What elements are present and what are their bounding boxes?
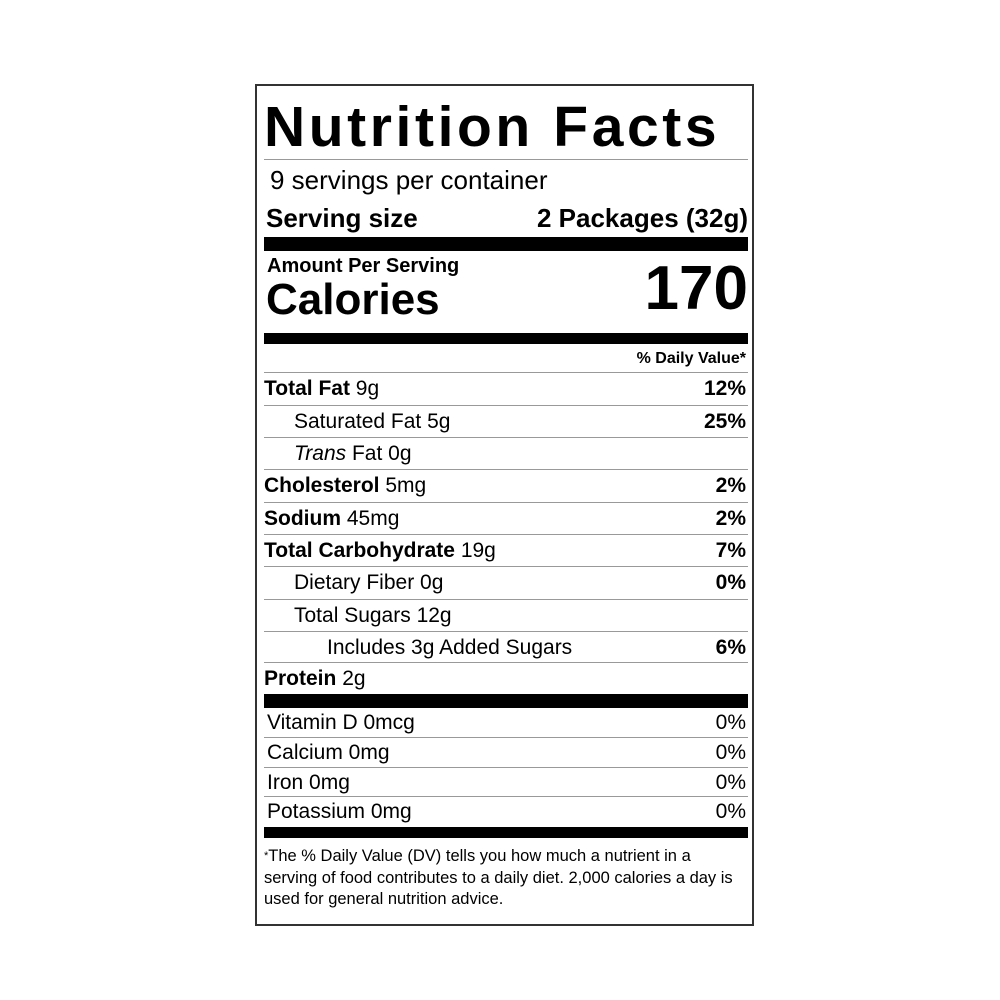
nutrient-row: Total Carbohydrate 19g 7% [264, 535, 748, 567]
nutrient-amount: 45mg [346, 507, 400, 530]
nutrient-name: Total Fat [264, 377, 350, 400]
nutrient-daily-value: 12% [703, 377, 746, 400]
nutrient-row: Protein 2g [264, 663, 748, 695]
nutrient-name: Saturated Fat [294, 410, 422, 433]
amount-per-serving: Amount Per Serving [267, 254, 460, 277]
nutrient-name: Total Sugars [294, 604, 411, 627]
nutrient-row: Total Sugars 12g [264, 600, 748, 632]
nutrient-name: Trans [294, 442, 347, 465]
nutrient-daily-value: 2% [715, 507, 746, 530]
divider [264, 534, 748, 535]
nutrient-label: Cholesterol 5mg [264, 474, 426, 498]
footnote-text: The % Daily Value (DV) tells you how muc… [264, 847, 733, 908]
nutrient-name: Sodium [264, 507, 341, 530]
divider [264, 405, 748, 406]
divider [264, 767, 748, 768]
thick-divider [264, 827, 748, 838]
nutrient-row: Total Fat 9g 12% [264, 373, 748, 405]
nutrient-amount: 5mg [385, 474, 427, 497]
vitamin-row: Iron 0mg 0% [264, 768, 748, 798]
nutrient-label: Total Sugars 12g [294, 604, 452, 628]
serving-size-row: Serving size 2 Packages (32g) [264, 201, 748, 235]
nutrient-amount: 2g [342, 667, 366, 690]
nutrient-name: Protein [264, 667, 337, 690]
nutrient-label: Total Fat 9g [264, 377, 379, 401]
thick-divider [264, 333, 748, 344]
vitamin-label: Vitamin D 0mcg [267, 711, 415, 734]
divider [264, 502, 748, 503]
vitamin-row: Calcium 0mg 0% [264, 738, 748, 768]
footnote-mark: * [264, 850, 269, 862]
vitamin-label: Iron 0mg [267, 771, 350, 794]
divider [264, 469, 748, 470]
divider [264, 566, 748, 567]
serving-size-value: 2 Packages (32g) [536, 202, 748, 233]
vitamin-daily-value: 0% [715, 741, 746, 764]
calories-row: Calories 170 [264, 258, 748, 326]
nutrient-row: Dietary Fiber 0g 0% [264, 567, 748, 599]
nutrient-amount: 12g [416, 604, 452, 627]
nutrient-label: Total Carbohydrate 19g [264, 539, 496, 563]
divider [264, 372, 748, 373]
nutrient-label: Dietary Fiber 0g [294, 571, 443, 595]
nutrient-label: Includes 3g Added Sugars [327, 636, 572, 660]
serving-size-label: Serving size [266, 202, 418, 233]
vitamin-row: Vitamin D 0mcg 0% [264, 708, 748, 738]
label-title: Nutrition Facts [264, 95, 721, 159]
vitamin-label: Calcium 0mg [267, 741, 390, 764]
nutrient-row: Trans Fat 0g [264, 438, 748, 470]
nutrient-daily-value: 7% [715, 539, 746, 562]
nutrient-daily-value: 6% [715, 636, 746, 659]
divider [264, 159, 748, 160]
nutrient-amount: 0g [420, 571, 444, 594]
nutrient-name: Includes 3g Added Sugars [327, 636, 573, 659]
vitamin-daily-value: 0% [715, 711, 746, 734]
footnote: *The % Daily Value (DV) tells you how mu… [264, 846, 742, 911]
nutrient-amount: 19g [460, 539, 496, 562]
divider [264, 599, 748, 600]
nutrition-facts-label: Nutrition Facts 9 servings per container… [255, 84, 754, 926]
nutrient-label: Saturated Fat 5g [294, 410, 450, 434]
nutrient-row: Sodium 45mg 2% [264, 503, 748, 535]
nutrient-daily-value: 2% [715, 474, 746, 497]
nutrient-row: Saturated Fat 5g 25% [264, 406, 748, 438]
nutrient-amount: 9g [355, 377, 380, 400]
nutrient-label: Trans Fat 0g [294, 442, 412, 466]
divider [264, 662, 748, 663]
thick-divider [264, 237, 748, 251]
divider [264, 796, 748, 797]
nutrient-amount: Fat 0g [351, 442, 412, 465]
divider [264, 737, 748, 738]
vitamin-daily-value: 0% [715, 800, 746, 823]
nutrient-row: Includes 3g Added Sugars 6% [264, 632, 748, 664]
vitamin-daily-value: 0% [715, 771, 746, 794]
divider [264, 437, 748, 438]
nutrient-row: Cholesterol 5mg 2% [264, 470, 748, 502]
vitamin-label: Potassium 0mg [267, 800, 412, 823]
nutrient-daily-value: 25% [703, 410, 746, 433]
nutrient-daily-value: 0% [715, 571, 746, 594]
nutrient-label: Protein 2g [264, 667, 366, 691]
daily-value-header: % Daily Value* [636, 350, 746, 367]
nutrient-label: Sodium 45mg [264, 507, 399, 531]
nutrient-name: Cholesterol [264, 474, 380, 497]
nutrient-name: Total Carbohydrate [264, 539, 455, 562]
calories-value: 170 [644, 254, 748, 323]
nutrient-name: Dietary Fiber [294, 571, 415, 594]
nutrient-amount: 5g [427, 410, 451, 433]
vitamin-row: Potassium 0mg 0% [264, 797, 748, 827]
calories-label: Calories [266, 275, 440, 324]
servings-per-container: 9 servings per container [270, 164, 548, 195]
thick-divider [264, 694, 748, 708]
divider [264, 631, 748, 632]
